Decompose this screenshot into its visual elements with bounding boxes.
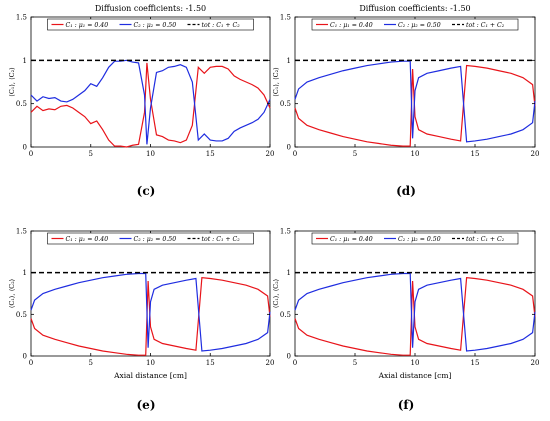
legend-label-0: C₁ : μ₁ = 0.40 [330,22,373,29]
y-axis-label: ⟨C₁⟩, ⟨C₂⟩ [272,279,280,308]
x-tick-label: 20 [266,150,275,158]
legend-label-2: tot : C₁ + C₂ [466,22,505,29]
y-tick-label: 0 [287,144,291,152]
y-tick-label: 1 [287,269,291,277]
legend-label-0: C₁ : μ₁ = 0.40 [330,236,373,243]
series-line-1 [294,272,536,352]
chart-panel-2: 0 5 10 15 20 0 0.5 1 1.5 Axial distance [cm] ⟨C₁⟩,… [8,228,274,381]
y-tick-label: 0.5 [280,100,291,108]
x-axis-label: Axial distance [cm] [113,371,187,380]
y-tick-label: 0.5 [16,311,27,319]
x-tick-label: 0 [29,150,33,158]
y-axis-label: ⟨C₁⟩, ⟨C₂⟩ [8,279,16,308]
x-axis-label: Axial distance [cm] [378,371,452,380]
panel-label-f: (f) [397,398,415,412]
x-tick-label: 5 [89,150,93,158]
chart-title: Diffusion coefficients: -1.50 [95,4,206,13]
x-tick-label: 5 [353,359,357,367]
x-tick-label: 0 [293,359,297,367]
x-tick-label: 15 [471,150,480,158]
y-tick-label: 1.5 [16,14,27,22]
legend-label-2: tot : C₁ + C₂ [202,236,241,243]
series-line-1 [30,272,271,352]
series-line-1 [294,60,536,143]
legend-label-2: tot : C₁ + C₂ [202,22,241,29]
series-line-0 [294,277,536,356]
legend-label-0: C₁ : μ₁ = 0.40 [66,22,109,29]
panel-label-d: (d) [396,184,416,198]
y-axis-label: ⟨C₁⟩, ⟨C₂⟩ [272,67,280,96]
y-tick-label: 0 [23,144,27,152]
y-tick-label: 0 [287,353,291,361]
chart-panel-0: 0 5 10 15 20 0 0.5 1 1.5 Diffusion coefficients: … [8,4,274,158]
y-tick-label: 0.5 [280,311,291,319]
y-tick-label: 1 [23,269,27,277]
legend-label-1: C₂ : μ₂ = 0.50 [134,22,177,29]
x-tick-label: 20 [266,359,275,367]
series-line-0 [294,64,536,147]
plot-frame [294,230,536,357]
chart-title: Diffusion coefficients: -1.50 [359,4,470,13]
plot-frame [294,16,536,148]
legend-box [311,18,519,31]
x-tick-label: 10 [411,150,420,158]
x-tick-label: 10 [411,359,420,367]
chart-panel-1: 0 5 10 15 20 0 0.5 1 1.5 Diffusion coefficients: … [272,4,539,158]
x-tick-label: 20 [531,359,540,367]
legend-label-1: C₂ : μ₂ = 0.50 [134,236,177,243]
x-tick-label: 0 [29,359,33,367]
plot-frame [30,230,271,357]
legend-label-1: C₂ : μ₂ = 0.50 [398,22,441,29]
x-tick-label: 15 [206,150,215,158]
chart-panel-3: 0 5 10 15 20 0 0.5 1 1.5 Axial distance [cm] ⟨C₁⟩,… [272,228,539,381]
x-tick-label: 5 [89,359,93,367]
x-tick-label: 5 [353,150,357,158]
y-tick-label: 1.5 [280,14,291,22]
x-tick-label: 10 [146,359,155,367]
x-tick-label: 10 [146,150,155,158]
x-tick-label: 0 [293,150,297,158]
x-tick-label: 15 [206,359,215,367]
legend-box [47,232,254,245]
y-tick-label: 0 [23,353,27,361]
series-line-0 [30,277,271,356]
y-axis-label: ⟨C₁⟩, ⟨C₂⟩ [8,67,16,96]
y-tick-label: 1.5 [16,228,27,236]
x-tick-label: 20 [531,150,540,158]
series-line-0 [30,62,271,148]
panel-label-e: (e) [136,398,156,412]
y-tick-label: 0.5 [16,100,27,108]
y-tick-label: 1.5 [280,228,291,236]
legend-label-2: tot : C₁ + C₂ [466,236,505,243]
legend-label-1: C₂ : μ₂ = 0.50 [398,236,441,243]
panel-label-c: (c) [136,184,156,198]
y-tick-label: 1 [23,57,27,65]
series-line-1 [30,59,271,145]
x-tick-label: 15 [471,359,480,367]
legend-label-0: C₁ : μ₁ = 0.40 [66,236,109,243]
legend-box [47,18,254,31]
y-tick-label: 1 [287,57,291,65]
plot-frame [30,16,271,148]
legend-box [311,232,519,245]
